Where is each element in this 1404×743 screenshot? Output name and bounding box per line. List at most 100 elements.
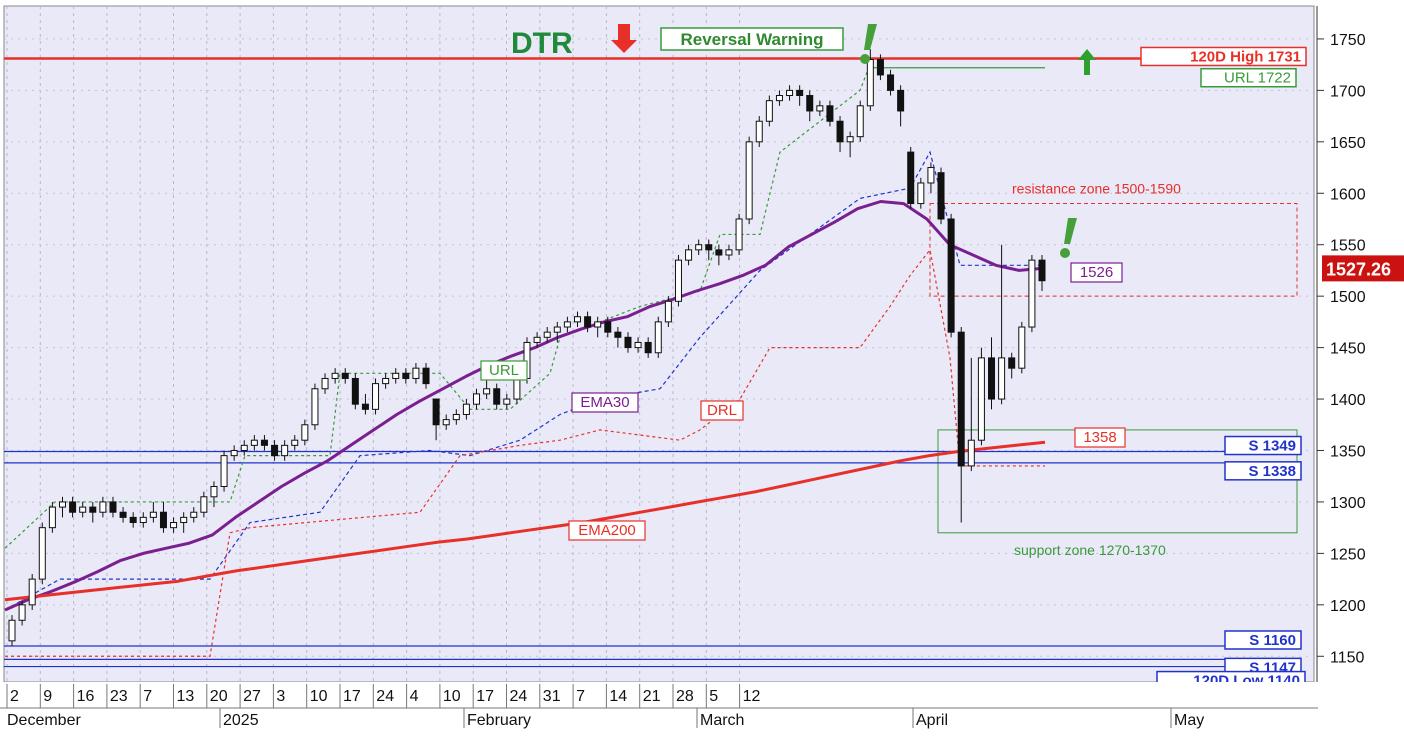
candle-body [69, 501, 77, 513]
candle-body [321, 377, 329, 390]
candle-body [715, 249, 723, 256]
candle-body [977, 357, 985, 441]
high-label: 120D High 1731 [1190, 48, 1301, 65]
candle-body [604, 321, 612, 333]
candle-body [240, 444, 248, 451]
y-tick-label: 1750 [1330, 32, 1366, 49]
candle-body [483, 388, 491, 395]
y-tick-label: 1600 [1330, 186, 1366, 203]
ema200-value-label: 1358 [1083, 429, 1116, 446]
candle-body [442, 419, 450, 426]
exclamation-icon-dot [1060, 248, 1070, 258]
ema30-value-label-box [1070, 262, 1123, 283]
y-tick-label: 1700 [1330, 83, 1366, 100]
resistance-zone [929, 203, 1298, 297]
candle-body [988, 357, 996, 400]
candle-body [967, 439, 975, 467]
candle-body [907, 151, 915, 205]
candle-body [897, 89, 905, 112]
support-label: S 1349 [1248, 438, 1296, 455]
y-tick-label: 1150 [1330, 649, 1365, 666]
x-tick-label: 12 [743, 688, 761, 705]
candle-body [543, 331, 551, 338]
candle-body [927, 167, 935, 184]
drl-dashed [5, 248, 1045, 657]
candle-body [48, 506, 56, 529]
candle-body [139, 516, 147, 524]
candle-body [291, 439, 299, 446]
x-tick-label: 7 [143, 688, 152, 705]
candle-body [129, 516, 137, 524]
candle-body [1008, 357, 1016, 369]
candle-body [250, 439, 258, 446]
candle-body [38, 527, 46, 580]
x-tick-label: 24 [376, 688, 394, 705]
ema200-annotation: EMA200 [578, 522, 636, 539]
candle-body [1018, 326, 1026, 369]
candle-body [432, 398, 440, 426]
candle-body [695, 244, 703, 251]
signal-label: Reversal Warning [681, 30, 824, 49]
candle-body [331, 372, 339, 379]
candle-body [159, 511, 167, 529]
candle-body [8, 619, 16, 642]
url-label-box [1200, 67, 1297, 88]
candle-body [775, 95, 783, 102]
candle-body [149, 511, 157, 518]
candle-body [654, 321, 662, 354]
x-month-label: 2025 [223, 712, 259, 729]
candle-body [624, 336, 632, 349]
candle-body [765, 100, 773, 122]
support-label-box [1224, 630, 1302, 650]
x-tick-label: 14 [609, 688, 627, 705]
candle-body [392, 372, 400, 379]
candle-body [58, 501, 66, 508]
y-tick-label: 1400 [1330, 392, 1366, 409]
candle-body [745, 141, 753, 220]
candle-body [119, 511, 127, 518]
down-arrow-icon [611, 24, 637, 53]
signal-box [660, 27, 844, 51]
candle-body [614, 331, 622, 338]
support-zone-label: support zone 1270-1370 [1014, 542, 1166, 558]
candle-body [79, 506, 87, 513]
high-label-box [1140, 46, 1307, 67]
candle-body [957, 331, 965, 467]
candle-body [584, 316, 592, 328]
candle-body [351, 377, 359, 405]
x-tick-label: 10 [443, 688, 461, 705]
x-tick-label: 28 [676, 688, 694, 705]
candle-body [190, 511, 198, 518]
x-tick-label: 24 [510, 688, 528, 705]
candle-body [412, 367, 420, 379]
candle-body [553, 326, 561, 333]
candle-body [513, 377, 521, 400]
exclamation-icon [864, 24, 877, 50]
url-label: URL 1722 [1224, 70, 1291, 87]
candle-body [372, 383, 380, 410]
candle-body [493, 388, 501, 405]
candle-body [230, 449, 238, 457]
y-tick-label: 1650 [1330, 135, 1366, 152]
last-price-box [1322, 255, 1404, 282]
candle-body [947, 218, 955, 333]
candle-body [644, 341, 652, 354]
candle-body [503, 398, 511, 405]
support-label-box [1224, 435, 1302, 456]
candle-body [533, 336, 541, 343]
support-label: S 1160 [1249, 632, 1296, 649]
support-label-box [1224, 461, 1302, 481]
ema30-annotation: EMA30 [580, 394, 629, 411]
x-tick-label: 9 [43, 688, 52, 705]
x-month-label: April [916, 712, 948, 729]
candle-body [846, 136, 854, 143]
x-tick-label: 23 [110, 688, 128, 705]
exclamation-icon [1064, 218, 1077, 244]
x-tick-label: 21 [643, 688, 661, 705]
ema200-annotation-box [568, 520, 646, 541]
ema200-value-label-box [1074, 427, 1126, 448]
candle-body [311, 388, 319, 426]
x-tick-label: 17 [343, 688, 361, 705]
